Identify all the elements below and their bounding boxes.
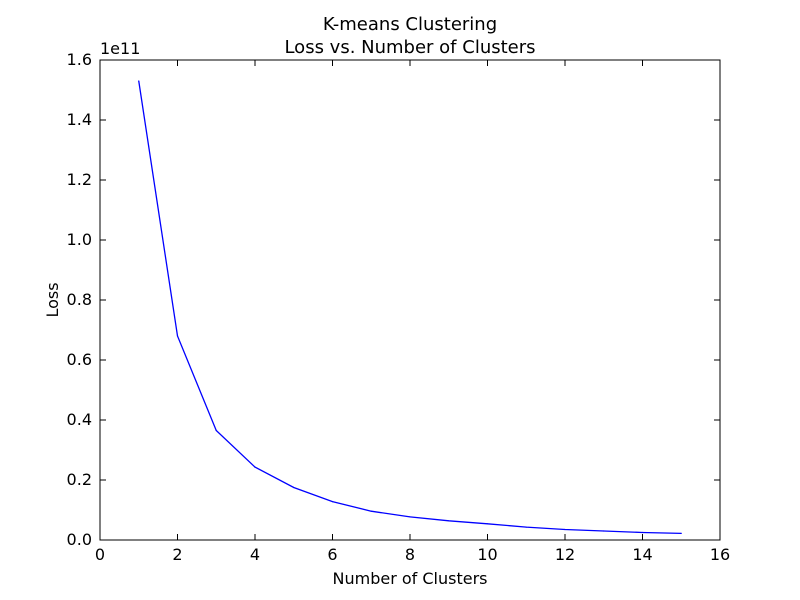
series-line-0 xyxy=(138,80,682,535)
data-point xyxy=(331,501,334,503)
y-tick-label: 1.4 xyxy=(67,110,92,129)
data-point xyxy=(641,531,644,534)
x-axis-label: Number of Clusters xyxy=(333,569,488,588)
x-tick-label: 14 xyxy=(632,545,652,564)
series-layer xyxy=(138,80,682,535)
data-point xyxy=(680,532,682,535)
data-point xyxy=(525,526,527,528)
x-tick-label: 0 xyxy=(95,545,105,564)
data-point xyxy=(293,486,295,489)
y-axis-label: Loss xyxy=(43,282,62,317)
x-tick-label: 8 xyxy=(405,545,415,564)
data-point xyxy=(564,528,566,531)
x-tick-label: 10 xyxy=(477,545,497,564)
ticks-layer: 0 2 4 6 8 10 12 14 16 0.0 0.2 0.4 0.6 0.8 1.0 1.2 1.4 1.6 xyxy=(67,50,731,564)
data-point xyxy=(176,335,179,337)
chart-title-line2: Loss vs. Number of Clusters xyxy=(284,37,535,58)
y-offset-label: 1e11 xyxy=(100,39,140,58)
data-point xyxy=(486,523,489,525)
data-point xyxy=(409,516,411,518)
data-point xyxy=(603,530,605,532)
x-tick-label: 6 xyxy=(327,545,337,564)
y-tick-label: 0.6 xyxy=(67,350,92,369)
y-tick-label: 1.6 xyxy=(67,50,92,69)
data-point xyxy=(370,510,372,512)
x-tick-label: 2 xyxy=(172,545,182,564)
y-tick-label: 1.0 xyxy=(67,230,92,249)
y-tick-label: 0.0 xyxy=(67,530,92,549)
x-tick-label: 4 xyxy=(250,545,260,564)
y-tick-label: 0.4 xyxy=(67,410,92,429)
x-tick-label: 16 xyxy=(710,545,730,564)
data-point xyxy=(254,466,256,468)
plot-frame xyxy=(99,59,721,541)
x-tick-label: 12 xyxy=(555,545,575,564)
data-point xyxy=(138,80,140,82)
data-point xyxy=(215,429,217,432)
chart-title-line1: K-means Clustering xyxy=(323,14,497,35)
data-point xyxy=(448,520,450,522)
y-tick-label: 0.2 xyxy=(67,470,92,489)
y-tick-label: 1.2 xyxy=(67,170,92,189)
y-tick-label: 0.8 xyxy=(67,290,92,309)
